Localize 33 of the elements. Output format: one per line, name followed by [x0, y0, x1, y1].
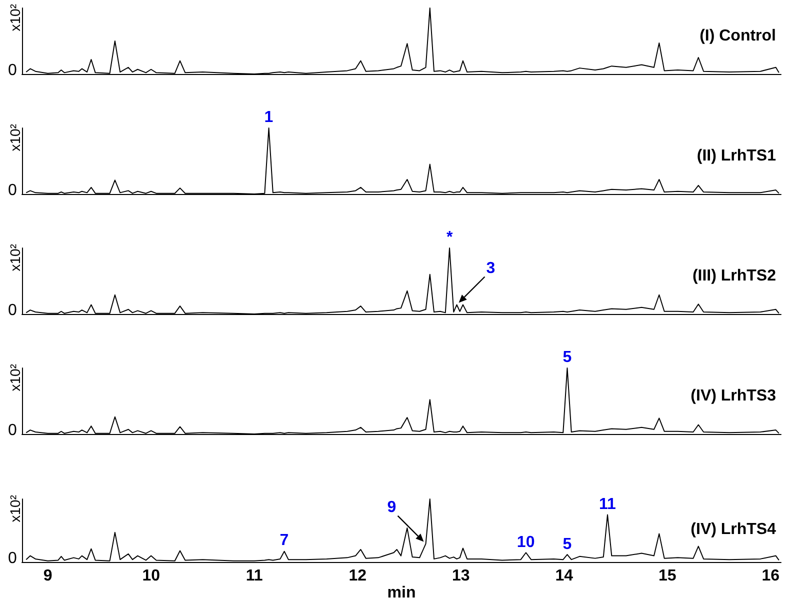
text: (I) Control — [700, 28, 776, 45]
text: 0 — [8, 302, 17, 319]
x-tick-label: 12 — [348, 568, 367, 585]
x-axis-title: min — [387, 584, 416, 602]
annotation: 5 — [562, 349, 572, 366]
y-axis-title: x10² — [7, 124, 23, 152]
x-tick-label: 13 — [452, 568, 470, 585]
annotation: * — [446, 229, 453, 246]
annotation: 10 — [516, 534, 535, 551]
annotation: 11 — [599, 496, 616, 513]
y-axis-title: x10² — [7, 364, 23, 392]
text: (IV) LrhTS3 — [690, 388, 776, 405]
text: (III) LrhTS2 — [692, 268, 776, 285]
text: (II) LrhTS1 — [696, 148, 776, 165]
text: 0 — [8, 422, 17, 439]
y-axis-title: x10² — [7, 4, 23, 32]
y-axis-title: x10² — [7, 494, 23, 522]
x-tick-label: 15 — [658, 568, 676, 585]
x-tick-label: 14 — [555, 568, 574, 585]
y-axis-title: x10² — [7, 244, 23, 272]
annotation: 1 — [264, 109, 274, 126]
x-tick-label: 9 — [43, 568, 52, 585]
text: 0 — [8, 182, 17, 199]
x-tick-label: 11 — [246, 568, 263, 585]
text: (IV) LrhTS4 — [690, 521, 776, 538]
annotation: 5 — [562, 536, 572, 553]
text: 0 — [8, 550, 17, 568]
x-tick-label: 10 — [142, 568, 160, 585]
annotation: 3 — [486, 260, 496, 277]
text: 0 — [8, 62, 17, 79]
x-tick-label: 16 — [762, 568, 780, 585]
annotation: 7 — [280, 532, 289, 550]
annotation: 9 — [387, 498, 396, 516]
